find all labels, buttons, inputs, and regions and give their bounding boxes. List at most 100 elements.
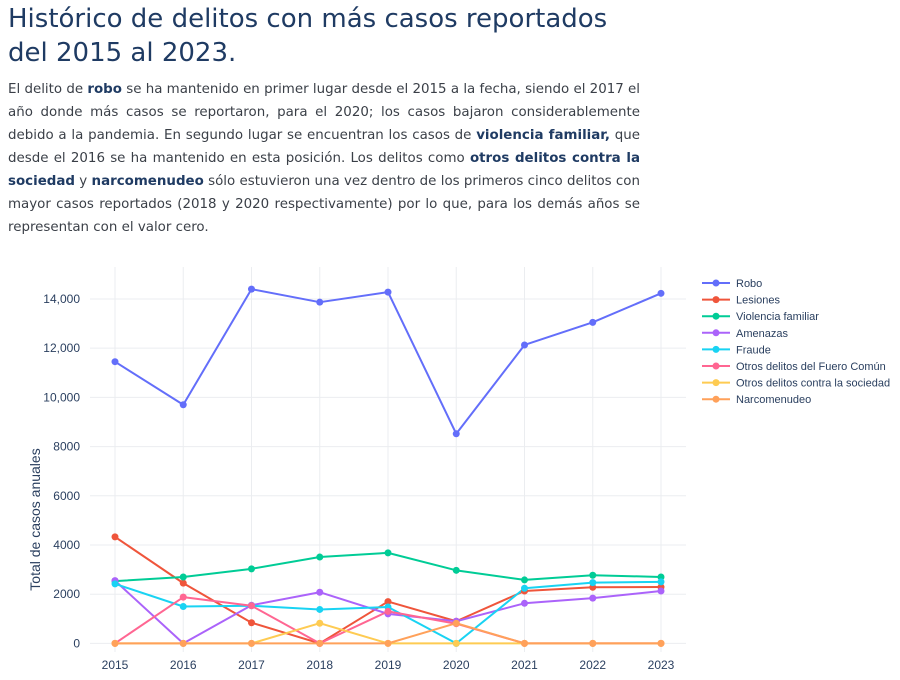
x-tick-label: 2018 <box>306 658 333 672</box>
description-text: se ha mantenido en primer lugar desde el… <box>8 82 640 143</box>
data-point-violencia-familiar <box>521 576 528 584</box>
legend-swatch-marker <box>712 279 720 287</box>
data-point-robo <box>657 289 665 297</box>
legend-item[interactable]: Fraude <box>702 344 771 356</box>
data-point-narcomenudeo <box>521 639 528 647</box>
data-point-narcomenudeo <box>452 619 460 627</box>
data-point-fraude <box>589 579 597 587</box>
data-point-fraude <box>111 580 119 588</box>
x-tick-label: 2021 <box>511 658 538 672</box>
data-point-narcomenudeo <box>589 639 597 647</box>
data-point-amenazas <box>316 588 324 596</box>
y-tick-label: 4000 <box>53 538 80 552</box>
x-tick-label: 2015 <box>102 658 129 672</box>
legend-item[interactable]: Lesiones <box>702 295 781 307</box>
data-point-robo <box>589 318 597 326</box>
page-title: Histórico de delitos con más casos repor… <box>8 4 608 68</box>
legend-item[interactable]: Otros delitos del Fuero Común <box>702 361 886 373</box>
data-point-fraude <box>657 578 665 586</box>
data-point-narcomenudeo <box>111 639 119 647</box>
x-tick-label: 2019 <box>375 658 402 672</box>
data-point-robo <box>521 341 528 349</box>
legend-item[interactable]: Amenazas <box>702 328 788 340</box>
legend-label: Robo <box>736 278 762 290</box>
description-text: sólo estuvieron una vez dentro de los pr… <box>8 174 640 235</box>
legend-swatch-marker <box>712 379 720 387</box>
data-point-violencia-familiar <box>589 571 597 579</box>
legend-label: Lesiones <box>736 295 781 307</box>
data-point-lesiones <box>384 598 392 606</box>
line-chart: 2015 2016 2017 2018 2019 2020 2021 2022 2023 0 200… <box>27 267 890 672</box>
data-point-otros-delitos-del-fuero-comun <box>248 602 255 610</box>
data-point-lesiones <box>179 579 187 587</box>
data-point-robo <box>384 288 392 296</box>
legend-label: Fraude <box>736 344 771 356</box>
data-point-robo <box>111 358 119 366</box>
data-point-narcomenudeo <box>384 639 392 647</box>
data-point-narcomenudeo <box>316 639 324 647</box>
legend-swatch-marker <box>712 296 720 304</box>
x-tick-label: 2020 <box>443 658 470 672</box>
legend-label: Narcomenudeo <box>736 394 811 406</box>
y-tick-label: 2000 <box>53 587 80 601</box>
data-point-violencia-familiar <box>657 573 665 581</box>
y-tick-label: 10,000 <box>43 390 80 404</box>
legend-swatch-marker <box>712 345 720 353</box>
description-paragraph: El delito de robo se ha mantenido en pri… <box>8 78 640 239</box>
legend-swatch-marker <box>712 312 720 320</box>
legend-item[interactable]: Narcomenudeo <box>702 394 811 406</box>
legend-label: Otros delitos del Fuero Común <box>736 361 886 373</box>
data-point-violencia-familiar <box>384 549 392 557</box>
y-tick-label: 6000 <box>53 489 80 503</box>
legend-item[interactable]: Robo <box>702 278 762 290</box>
legend-label: Otros delitos contra la sociedad <box>736 378 890 390</box>
data-point-amenazas <box>521 599 528 607</box>
data-point-otros-delitos-del-fuero-comun <box>179 593 187 601</box>
data-point-fraude <box>179 602 187 610</box>
data-point-robo <box>452 430 460 438</box>
data-point-amenazas <box>657 587 665 595</box>
legend-item[interactable]: Violencia familiar <box>702 311 819 323</box>
data-point-violencia-familiar <box>316 553 324 561</box>
data-point-lesiones <box>111 533 119 541</box>
x-tick-label: 2022 <box>579 658 606 672</box>
data-point-robo <box>179 401 187 409</box>
data-point-violencia-familiar <box>179 573 187 581</box>
y-tick-label: 0 <box>73 636 80 650</box>
data-point-lesiones <box>248 619 255 627</box>
data-point-fraude <box>316 605 324 613</box>
data-point-violencia-familiar <box>248 565 255 573</box>
description-emphasis: violencia familiar, <box>476 128 611 143</box>
y-axis-title: Total de casos anuales <box>27 448 43 590</box>
data-point-otros-delitos-del-fuero-comun <box>384 607 392 615</box>
description-emphasis: otros delitos contra la sociedad <box>8 151 640 189</box>
data-point-narcomenudeo <box>248 639 255 647</box>
legend-swatch-marker <box>712 329 720 337</box>
legend-swatch-marker <box>712 395 720 403</box>
data-point-narcomenudeo <box>657 639 665 647</box>
y-tick-label: 8000 <box>53 440 80 454</box>
description-text: El delito de <box>8 82 88 97</box>
data-point-robo <box>316 298 324 306</box>
x-tick-label: 2023 <box>648 658 675 672</box>
data-point-otros-delitos-contra-la-sociedad <box>452 639 460 647</box>
description-text: y <box>75 174 92 189</box>
data-point-otros-delitos-contra-la-sociedad <box>316 619 324 627</box>
data-point-narcomenudeo <box>179 639 187 647</box>
legend-label: Violencia familiar <box>736 311 819 323</box>
x-tick-label: 2016 <box>170 658 197 672</box>
legend-swatch-marker <box>712 362 720 370</box>
legend-label: Amenazas <box>736 328 788 340</box>
description-emphasis: robo <box>87 82 122 97</box>
legend-item[interactable]: Otros delitos contra la sociedad <box>702 378 890 390</box>
x-tick-label: 2017 <box>238 658 265 672</box>
y-tick-label: 14,000 <box>43 292 80 306</box>
data-point-robo <box>248 285 255 293</box>
data-point-amenazas <box>589 594 597 602</box>
data-point-violencia-familiar <box>452 566 460 574</box>
data-point-fraude <box>521 584 528 592</box>
y-tick-label: 12,000 <box>43 341 80 355</box>
description-text: que desde el 2016 se ha mantenido en est… <box>8 128 641 166</box>
description-emphasis: narcomenudeo <box>91 174 204 189</box>
